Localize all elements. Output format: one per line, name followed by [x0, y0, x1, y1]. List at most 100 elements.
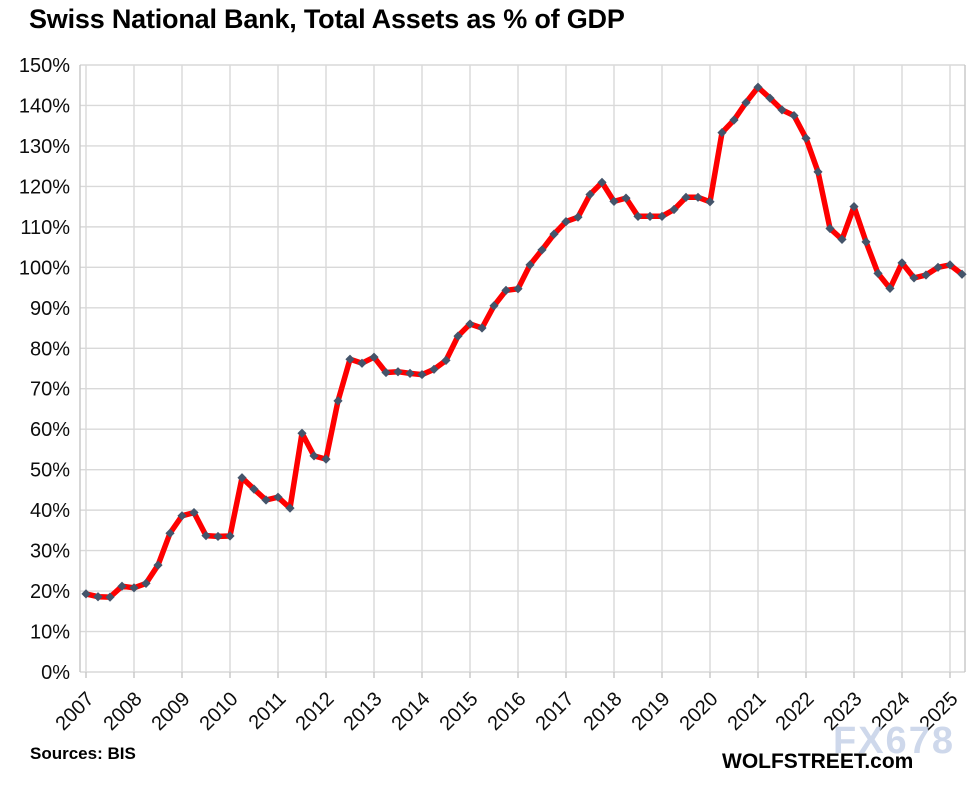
x-axis-tick-label: 2019	[628, 688, 675, 735]
data-point-marker	[621, 193, 631, 203]
data-point-marker	[501, 285, 511, 295]
data-point-marker	[93, 592, 103, 602]
data-point-marker	[177, 511, 187, 521]
wolfstreet-brand: WOLFSTREET.com	[722, 750, 914, 773]
x-axis-tick-label: 2008	[100, 688, 147, 735]
data-point-marker	[849, 202, 859, 212]
data-point-marker	[441, 355, 451, 366]
data-point-marker	[549, 229, 559, 239]
data-point-marker	[705, 197, 715, 207]
x-axis-tick-label: 2018	[580, 688, 627, 735]
data-point-marker	[417, 369, 427, 380]
data-point-marker	[537, 245, 547, 255]
data-point-marker	[609, 196, 619, 206]
data-line	[83, 84, 965, 600]
data-point-marker	[249, 484, 259, 494]
x-axis-tick-label: 2015	[436, 688, 483, 735]
data-point-marker	[393, 367, 403, 377]
data-point-marker	[405, 368, 415, 378]
data-point-marker	[657, 211, 667, 221]
data-point-marker	[309, 451, 319, 461]
data-point-marker	[561, 217, 571, 227]
y-axis-tick-label: 60%	[30, 419, 70, 441]
x-axis-tick-label: 2016	[484, 688, 531, 735]
data-point-marker	[105, 592, 115, 602]
data-point-marker	[213, 531, 223, 542]
data-point-marker	[885, 283, 895, 293]
y-axis-tick-label: 50%	[30, 460, 70, 482]
fx678-watermark: FX678	[833, 720, 955, 762]
data-point-marker	[513, 284, 523, 294]
data-point-marker	[957, 269, 967, 279]
data-point-marker	[585, 189, 595, 200]
x-axis-tick-label: 2013	[340, 688, 387, 735]
data-point-marker	[285, 503, 295, 513]
data-point-marker	[453, 331, 463, 341]
data-point-marker	[921, 270, 931, 280]
data-point-marker	[729, 115, 739, 125]
data-point-marker	[813, 167, 823, 177]
x-axis-tick-label: 2021	[724, 688, 771, 735]
y-axis-tick-label: 120%	[19, 176, 70, 198]
data-point-marker	[597, 177, 607, 187]
y-axis-tick-label: 110%	[20, 217, 70, 239]
data-point-marker	[333, 396, 343, 406]
data-point-marker	[837, 234, 847, 245]
sources-note: Sources: BIS	[30, 744, 136, 763]
data-point-marker	[741, 98, 751, 108]
data-point-marker	[141, 578, 151, 588]
data-point-marker	[777, 105, 787, 115]
y-axis-tick-label: 90%	[30, 298, 70, 320]
data-point-marker	[645, 211, 655, 221]
data-point-marker	[681, 192, 691, 202]
data-point-marker	[117, 581, 127, 591]
data-point-marker	[753, 82, 763, 92]
x-axis-tick-label: 2007	[52, 688, 99, 735]
data-point-marker	[897, 258, 907, 268]
data-point-marker	[81, 589, 91, 599]
data-point-marker	[345, 354, 355, 364]
y-axis-tick-label: 30%	[30, 541, 70, 563]
chart-title: Swiss National Bank, Total Assets as % o…	[29, 4, 625, 34]
x-axis-tick-label: 2010	[196, 688, 243, 735]
y-axis-tick-label: 100%	[19, 257, 70, 279]
data-point-marker	[129, 583, 139, 593]
data-point-marker	[489, 301, 499, 311]
data-point-marker	[861, 237, 871, 247]
data-point-marker	[717, 127, 727, 138]
data-point-marker	[189, 507, 199, 518]
data-point-marker	[801, 133, 811, 143]
x-axis-tick-label: 2011	[245, 688, 291, 734]
data-point-marker	[945, 260, 955, 270]
data-point-marker	[573, 212, 583, 222]
data-point-marker	[873, 268, 883, 279]
y-axis-tick-label: 70%	[30, 379, 70, 401]
data-point-marker	[465, 319, 475, 329]
y-axis-tick-label: 20%	[30, 581, 70, 603]
data-point-marker	[693, 192, 703, 202]
data-point-marker	[261, 495, 271, 505]
x-axis-tick-label: 2022	[772, 688, 819, 735]
data-point-marker	[297, 428, 307, 438]
y-axis-tick-label: 140%	[19, 95, 70, 117]
data-point-marker	[273, 492, 283, 502]
data-point-marker	[369, 352, 379, 362]
y-axis-tick-label: 40%	[30, 500, 70, 522]
data-point-marker	[381, 367, 391, 378]
data-point-marker	[633, 211, 643, 221]
data-point-marker	[201, 531, 211, 541]
data-point-marker	[357, 358, 367, 368]
data-point-marker	[477, 323, 487, 333]
x-axis-tick-label: 2009	[148, 688, 195, 735]
data-point-marker	[909, 273, 919, 283]
data-point-marker	[933, 262, 943, 272]
y-axis-tick-label: 80%	[30, 338, 70, 360]
data-point-marker	[765, 93, 775, 103]
y-axis-tick-label: 0%	[41, 662, 70, 684]
data-point-marker	[321, 454, 331, 464]
x-axis-tick-label: 2014	[388, 688, 435, 735]
data-point-marker	[825, 223, 835, 234]
data-point-marker	[669, 204, 679, 215]
